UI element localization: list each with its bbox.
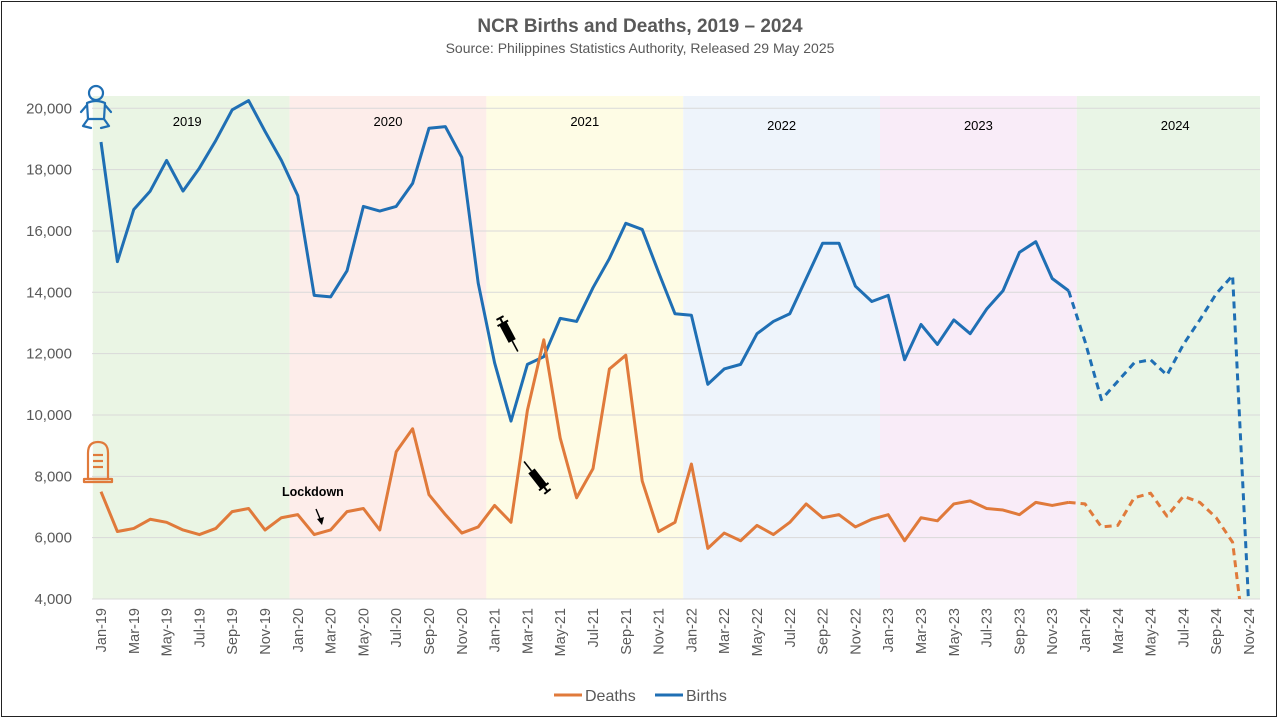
x-tick-label: May-23	[947, 608, 963, 656]
deaths-line	[99, 338, 1069, 550]
legend-deaths-label: Deaths	[585, 688, 636, 705]
syringe-icon	[496, 315, 519, 352]
y-tick-label: 18,000	[26, 162, 72, 179]
year-label-2024: 2024	[1161, 118, 1190, 133]
y-axis-ticks: 4,000 6,000 8,000 10,000 12,000 14,000 16,000 1…	[26, 100, 72, 608]
deaths-line-provisional	[1068, 491, 1242, 599]
y-tick-label: 4,000	[34, 591, 72, 608]
year-labels: 2019 2020 2021 2022 2023 2024	[173, 114, 1190, 133]
x-tick-label: Jul-20	[389, 608, 405, 648]
y-tick-label: 10,000	[26, 407, 72, 424]
x-tick-label: Jul-22	[783, 608, 799, 648]
chart-title: NCR Births and Deaths, 2019 – 2024	[477, 16, 803, 37]
x-tick-label: Nov-23	[1045, 608, 1061, 655]
tombstone-icon	[82, 440, 114, 484]
y-tick-label: 16,000	[26, 223, 72, 240]
x-tick-label: Jan-21	[488, 608, 504, 652]
x-tick-label: Mar-22	[717, 608, 733, 654]
x-tick-label: Nov-24	[1242, 608, 1258, 655]
legend: Deaths Births	[554, 688, 727, 705]
x-tick-label: Mar-19	[127, 608, 143, 654]
x-tick-label: Jul-19	[192, 608, 208, 648]
x-tick-label: Jan-22	[684, 608, 700, 652]
legend-births-label: Births	[686, 688, 727, 705]
births-line	[99, 99, 1070, 423]
y-tick-label: 20,000	[26, 100, 72, 117]
x-tick-label: Mar-21	[520, 608, 536, 654]
gridlines	[92, 107, 1260, 600]
x-tick-label: Sep-21	[619, 608, 635, 655]
series-lines	[99, 99, 1250, 599]
year-band-2022	[683, 96, 880, 599]
x-tick-label: Jan-23	[881, 608, 897, 652]
x-tick-label: Jul-24	[1176, 608, 1192, 648]
x-tick-label: May-21	[553, 608, 569, 656]
x-tick-label: Mar-24	[1111, 608, 1127, 654]
x-tick-label: Nov-20	[455, 608, 471, 655]
x-tick-label: Sep-22	[816, 608, 832, 655]
x-tick-label: May-20	[356, 608, 372, 656]
y-tick-label: 12,000	[26, 346, 72, 363]
y-tick-label: 8,000	[34, 468, 72, 485]
x-tick-label: Nov-21	[652, 608, 668, 655]
x-tick-label: Sep-23	[1012, 608, 1028, 655]
x-tick-label: Nov-19	[258, 608, 274, 655]
x-tick-label: Mar-20	[324, 608, 340, 654]
year-band-2024	[1076, 96, 1260, 599]
x-tick-label: Mar-23	[914, 608, 930, 654]
x-tick-label: Nov-22	[848, 608, 864, 655]
year-band-2020	[289, 96, 487, 599]
year-label-2022: 2022	[767, 118, 796, 133]
x-tick-label: Jan-24	[1078, 608, 1094, 652]
year-label-2020: 2020	[374, 114, 403, 129]
year-band-2023	[880, 96, 1077, 599]
y-tick-label: 6,000	[34, 530, 72, 547]
x-tick-label: May-22	[750, 608, 766, 656]
lockdown-arrow	[315, 508, 324, 525]
year-label-2021: 2021	[570, 114, 599, 129]
year-label-2023: 2023	[964, 118, 993, 133]
y-tick-label: 14,000	[26, 284, 72, 301]
baby-icon	[79, 84, 113, 130]
chart-subtitle: Source: Philippines Statistics Authority…	[446, 40, 835, 56]
year-label-2019: 2019	[173, 114, 202, 129]
year-band-2021	[486, 96, 684, 599]
x-tick-label: Jul-21	[586, 608, 602, 648]
lockdown-annotation: Lockdown	[282, 485, 344, 499]
x-tick-label: Sep-24	[1209, 608, 1225, 655]
x-tick-label: May-19	[160, 608, 176, 656]
year-bands	[92, 96, 1260, 599]
x-tick-label: Jan-19	[94, 608, 110, 652]
x-tick-label: Jul-23	[980, 608, 996, 648]
x-tick-label: Sep-20	[422, 608, 438, 655]
x-axis-ticks: Jan-19 Mar-19 May-19 Jul-19 Sep-19 Nov-19 Jan-…	[94, 608, 1258, 656]
x-tick-label: Jan-20	[291, 608, 307, 652]
syringe-icon	[523, 460, 552, 495]
births-line-provisional	[1067, 273, 1250, 599]
x-tick-label: May-24	[1144, 608, 1160, 656]
x-tick-label: Sep-19	[225, 608, 241, 655]
